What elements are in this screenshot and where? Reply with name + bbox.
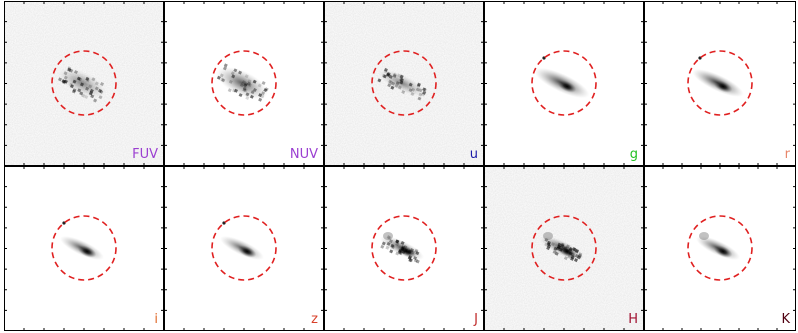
band-label: H xyxy=(628,312,638,327)
faint-source xyxy=(543,232,553,240)
galaxy-image xyxy=(216,63,269,102)
panel-i: i xyxy=(4,166,164,331)
band-label: z xyxy=(311,312,318,327)
panel-ticks xyxy=(164,1,324,166)
panel-fuv: FUV xyxy=(4,1,164,166)
panel-ticks xyxy=(324,1,484,166)
aperture-circle xyxy=(211,50,277,116)
faint-source xyxy=(383,232,393,240)
panel-r: r xyxy=(644,1,796,166)
panel-z: z xyxy=(164,166,324,331)
panel-u: u xyxy=(324,1,484,166)
band-label: r xyxy=(785,147,791,162)
aperture-circle xyxy=(51,50,117,116)
panel-ticks xyxy=(644,166,796,331)
band-label: FUV xyxy=(132,147,158,162)
panel-k: K xyxy=(644,166,796,331)
galaxy-image xyxy=(60,236,104,260)
aperture-circle xyxy=(531,50,597,116)
galaxy-image xyxy=(692,69,744,97)
band-label: u xyxy=(470,147,478,162)
galaxy-image xyxy=(220,236,264,260)
aperture-circle xyxy=(371,215,437,281)
aperture-circle xyxy=(531,215,597,281)
galaxy-image xyxy=(57,66,107,103)
aperture-circle xyxy=(371,50,437,116)
panel-ticks xyxy=(4,166,164,331)
galaxy-image xyxy=(380,235,424,264)
aperture-circle xyxy=(687,215,753,281)
aperture-circle xyxy=(51,215,117,281)
panel-ticks xyxy=(4,1,164,166)
band-label: NUV xyxy=(290,147,318,162)
panel-ticks xyxy=(324,166,484,331)
band-label: K xyxy=(781,312,790,327)
panel-g: g xyxy=(484,1,644,166)
aperture-circle xyxy=(211,215,277,281)
galaxy-image xyxy=(540,236,584,263)
panel-ticks xyxy=(164,166,324,331)
band-label: g xyxy=(630,147,638,162)
band-label: i xyxy=(154,312,158,327)
panel-ticks xyxy=(484,1,644,166)
aperture-circle xyxy=(687,50,753,116)
panel-nuv: NUV xyxy=(164,1,324,166)
panel-ticks xyxy=(484,166,644,331)
galaxy-image xyxy=(377,67,427,101)
galaxy-image xyxy=(534,67,590,99)
galaxy-image xyxy=(696,236,740,260)
panel-h: H xyxy=(484,166,644,331)
band-label: J xyxy=(473,312,478,327)
panel-j: J xyxy=(324,166,484,331)
panel-ticks xyxy=(644,1,796,166)
faint-source xyxy=(699,232,709,240)
